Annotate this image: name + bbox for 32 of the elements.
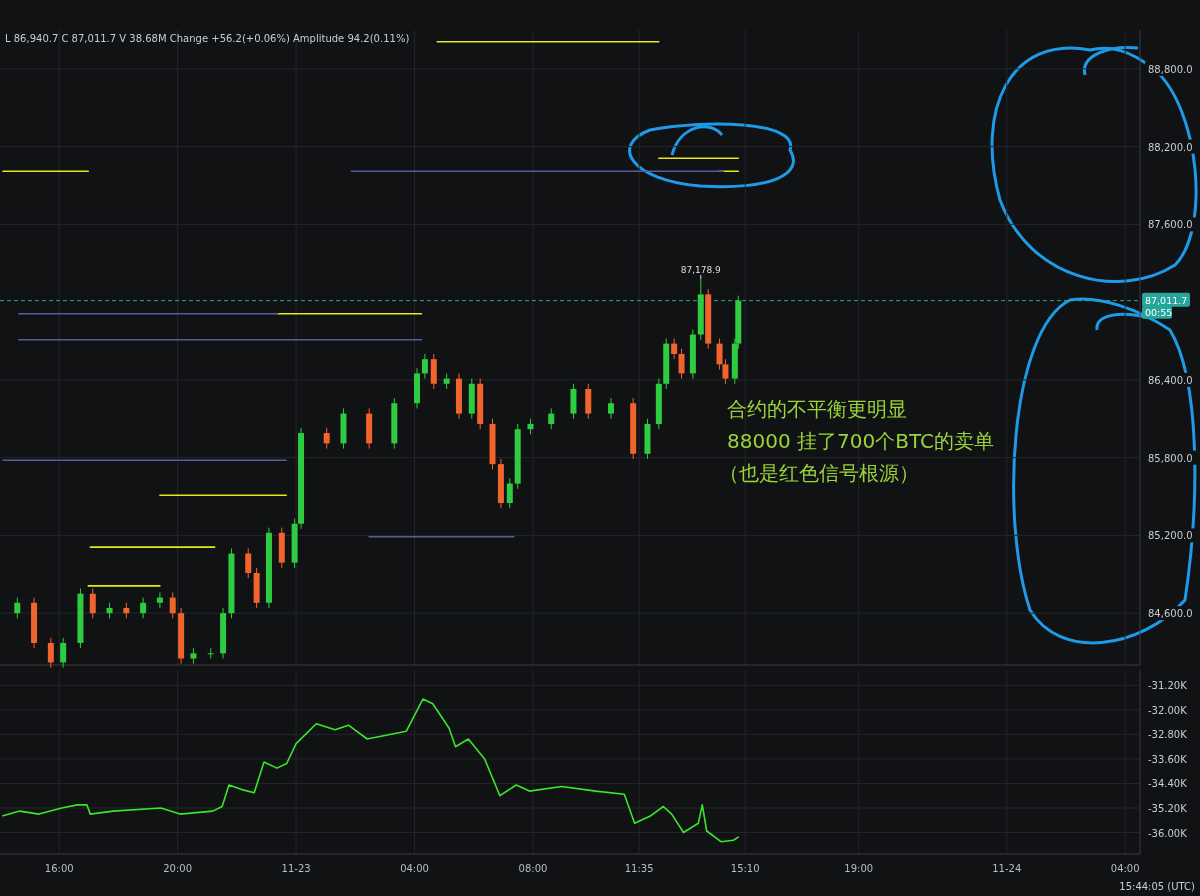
x-tick-label: 11-24 (992, 863, 1022, 874)
y-tick-label: 85,200.0 (1148, 530, 1193, 542)
y-tick-label: 88,200.0 (1148, 141, 1193, 153)
x-tick-label: 15:10 (730, 863, 760, 874)
y-tick-label: -35.20K (1148, 803, 1188, 814)
x-tick-label: 11:35 (624, 863, 654, 874)
annotation: （也是红色信号根源） (719, 461, 919, 485)
ref-line-label: 87,011.7 (1145, 294, 1188, 306)
x-tick-label: 16:00 (44, 863, 74, 874)
x-tick-label: 11-23 (281, 863, 311, 874)
annotation: 88000 挂了700个BTC的卖单 (727, 429, 994, 453)
annotation: 合约的不平衡更明显 (727, 397, 907, 421)
y-tick-label: -32.00K (1148, 704, 1188, 716)
text: 15:44:05 (UTC) (1119, 881, 1196, 892)
y-tick-label: 85,800.0 (1148, 452, 1193, 464)
y-tick-label: -34.40K (1148, 778, 1188, 790)
x-tick-label: 20:00 (163, 863, 193, 874)
text: 00:55 (1145, 306, 1173, 318)
y-tick-label: 87,600.0 (1148, 219, 1193, 231)
y-tick-label: -32.80K (1148, 729, 1188, 741)
annotation: L 86,940.7 C 87,011.7 V 38.68M Change +56.2(+0.06%) Amplitude 94.2(0.11%) (5, 33, 410, 44)
y-tick-label: 86,400.0 (1148, 374, 1193, 386)
y-tick-label: -31.20K (1148, 680, 1188, 692)
x-tick-label: 04:00 (400, 863, 429, 874)
x-tick-label: 08:00 (518, 863, 548, 874)
x-tick-label: 04:00 (1110, 863, 1140, 874)
y-tick-label: 88,800.0 (1148, 63, 1193, 75)
y-tick-label: 84,600.0 (1148, 608, 1193, 620)
annotation: 87,178.9 (680, 264, 722, 275)
x-tick-label: 19:00 (844, 863, 874, 874)
y-tick-label: -36.00K (1148, 827, 1188, 839)
y-tick-label: -33.60K (1148, 753, 1188, 765)
